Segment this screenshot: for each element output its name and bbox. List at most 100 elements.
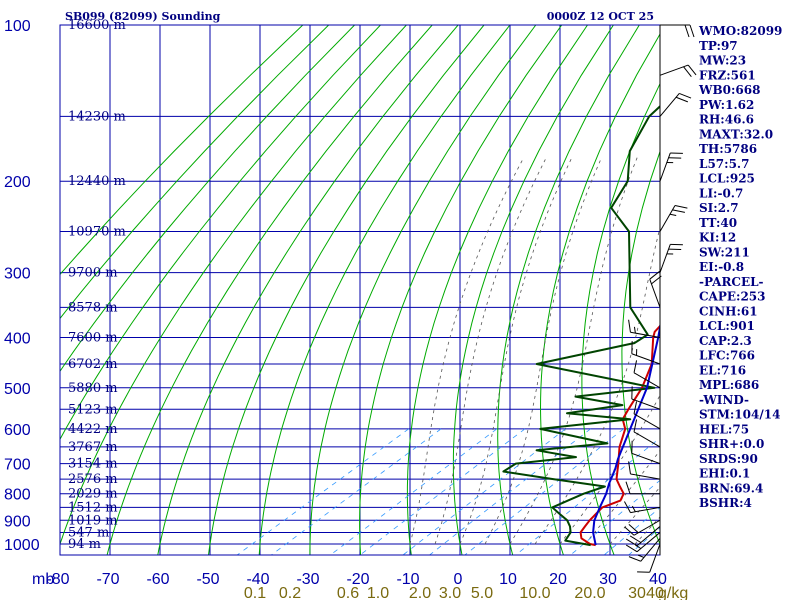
wind-barb-flag bbox=[633, 419, 638, 433]
temperature-tick-label: -80 bbox=[46, 571, 69, 588]
wind-barb-flag bbox=[629, 535, 642, 543]
dry-adiabat bbox=[60, 25, 304, 276]
dry-adiabat bbox=[539, 33, 660, 555]
wind-barb-column bbox=[623, 24, 697, 573]
height-label: 9700 m bbox=[68, 266, 118, 281]
moist-adiabat bbox=[409, 157, 525, 545]
dry-adiabat bbox=[497, 25, 640, 555]
dry-adiabat bbox=[258, 25, 511, 555]
dry-adiabat bbox=[406, 25, 588, 555]
dry-adiabat bbox=[770, 25, 800, 555]
dry-adiabat bbox=[208, 25, 485, 555]
wind-barb-shaft bbox=[633, 372, 661, 389]
wind-barb bbox=[628, 461, 661, 480]
index-value: BRN:69.4 bbox=[699, 481, 763, 495]
height-label: 1019 m bbox=[68, 513, 118, 528]
wind-barb-flag bbox=[689, 24, 695, 38]
index-value: STM:104/14 bbox=[699, 408, 780, 422]
mixing-ratio-label: 30 bbox=[628, 585, 646, 600]
index-value: SRDS:90 bbox=[699, 452, 758, 466]
index-value: RH:46.6 bbox=[699, 113, 754, 127]
wind-barb bbox=[631, 386, 661, 410]
dry-adiabat bbox=[359, 25, 563, 555]
wind-barb-flag bbox=[633, 401, 638, 414]
index-value: SI:2.7 bbox=[699, 201, 739, 215]
height-label: 8578 m bbox=[68, 300, 118, 315]
height-label: 3767 m bbox=[68, 440, 118, 455]
temperature-tick-label: 40 bbox=[649, 571, 667, 588]
chart-title: SB099 (82099) Sounding bbox=[65, 10, 221, 23]
height-label: 16600 m bbox=[68, 18, 126, 33]
index-value: EL:716 bbox=[699, 363, 746, 377]
index-value: MAXT:32.0 bbox=[699, 127, 773, 141]
wind-barb-flag bbox=[675, 96, 689, 103]
dewpoint-trace bbox=[502, 105, 660, 547]
mixing-ratio-label: 0.2 bbox=[279, 585, 301, 600]
mixing-ratio-line bbox=[570, 479, 660, 555]
mixing-ratio-label: 5.0 bbox=[471, 585, 493, 600]
mixing-ratio-line bbox=[330, 428, 498, 555]
temperature-tick-label: 20 bbox=[549, 571, 567, 588]
pressure-tick-label: 700 bbox=[4, 457, 31, 474]
dry-adiabat bbox=[106, 25, 433, 555]
height-label: 6702 m bbox=[68, 357, 118, 372]
mixing-ratio-label: 40 bbox=[646, 585, 664, 600]
wind-barb-shaft bbox=[630, 473, 661, 480]
mixing-ratio-line bbox=[359, 428, 526, 555]
trace-layer bbox=[502, 105, 660, 547]
pressure-unit-label: mb bbox=[32, 571, 54, 588]
grid-layer bbox=[60, 25, 800, 555]
wind-barb bbox=[625, 526, 661, 547]
wind-barb-half-flag bbox=[631, 505, 636, 512]
wind-barb bbox=[659, 243, 683, 273]
wind-barb-flag bbox=[633, 360, 638, 373]
height-label: 7600 m bbox=[68, 330, 118, 345]
index-value: TT:40 bbox=[699, 216, 737, 230]
moist-adiabat bbox=[434, 157, 547, 545]
index-value: LFC:766 bbox=[699, 349, 755, 363]
mixing-ratio-label: 0.1 bbox=[244, 585, 266, 600]
wind-barb bbox=[637, 543, 661, 573]
temperature-tick-label: 0 bbox=[454, 571, 463, 588]
wind-barb bbox=[631, 341, 661, 365]
height-label: 5880 m bbox=[68, 381, 118, 396]
index-value: L57:5.7 bbox=[699, 157, 749, 171]
valid-time: 0000Z 12 OCT 25 bbox=[547, 10, 654, 23]
wind-barb-shaft bbox=[631, 452, 661, 465]
dry-adiabat bbox=[60, 25, 407, 546]
dry-adiabat bbox=[60, 25, 330, 320]
wind-barb-shaft bbox=[630, 331, 661, 338]
mixing-ratio-line bbox=[464, 428, 624, 555]
wind-barb-flag bbox=[684, 24, 690, 38]
wind-barb bbox=[631, 440, 661, 465]
temperature-tick-label: -70 bbox=[96, 571, 119, 588]
wind-barb bbox=[633, 419, 661, 448]
wind-barb-flag bbox=[674, 205, 688, 209]
wind-barb-flag bbox=[672, 209, 685, 213]
wind-barb-shaft bbox=[631, 398, 661, 410]
index-value: WMO:82099 bbox=[698, 24, 782, 38]
index-value: HEL:75 bbox=[699, 422, 749, 436]
wind-barb-flag bbox=[683, 66, 692, 77]
wind-barb bbox=[623, 501, 661, 514]
pressure-tick-label: 200 bbox=[4, 174, 31, 191]
pressure-tick-label: 900 bbox=[4, 513, 31, 530]
wind-barb bbox=[624, 519, 661, 536]
temperature-tick-label: -30 bbox=[296, 571, 319, 588]
index-value: SHR+:0.0 bbox=[699, 437, 764, 451]
wind-barb bbox=[659, 64, 697, 77]
index-value: KI:12 bbox=[699, 231, 736, 245]
height-label: 2576 m bbox=[68, 472, 118, 487]
index-value: WB0:668 bbox=[698, 83, 760, 97]
moist-adiabat bbox=[584, 449, 660, 545]
dry-adiabat bbox=[157, 25, 459, 555]
height-label: 94 m bbox=[68, 537, 101, 552]
height-label: 2029 m bbox=[68, 487, 118, 502]
wind-barb-shaft bbox=[640, 537, 661, 562]
mixing-ratio-line bbox=[271, 428, 442, 555]
temperature-tick-label: -10 bbox=[396, 571, 419, 588]
wind-barb-flag bbox=[628, 461, 631, 475]
wind-barb bbox=[659, 205, 688, 232]
mixing-ratio-label: 1.0 bbox=[367, 585, 389, 600]
